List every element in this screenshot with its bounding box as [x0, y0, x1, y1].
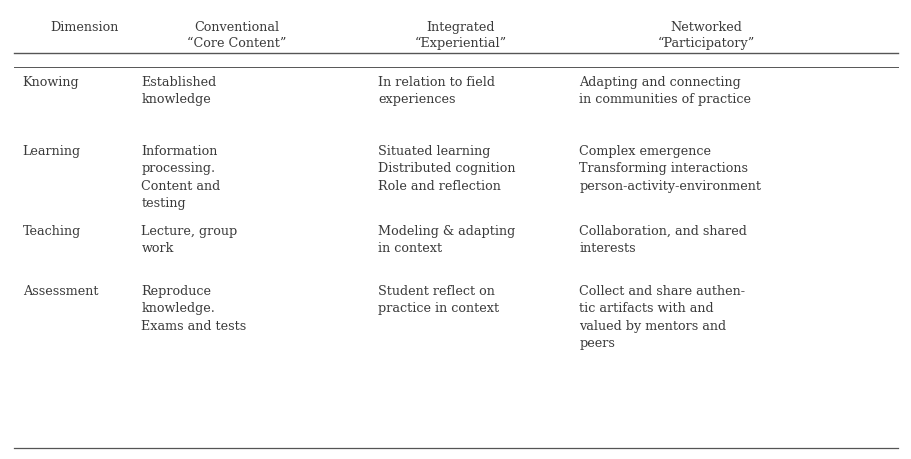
- Text: Networked
“Participatory”: Networked “Participatory”: [658, 21, 754, 50]
- Text: Teaching: Teaching: [23, 225, 81, 238]
- Text: Dimension: Dimension: [50, 21, 118, 34]
- Text: Situated learning
Distributed cognition
Role and reflection: Situated learning Distributed cognition …: [378, 145, 516, 193]
- Text: Established
knowledge: Established knowledge: [141, 76, 217, 106]
- Text: Reproduce
knowledge.
Exams and tests: Reproduce knowledge. Exams and tests: [141, 285, 246, 333]
- Text: Knowing: Knowing: [23, 76, 79, 89]
- Text: Conventional
“Core Content”: Conventional “Core Content”: [188, 21, 286, 50]
- Text: Adapting and connecting
in communities of practice: Adapting and connecting in communities o…: [578, 76, 751, 106]
- Text: Information
processing.
Content and
testing: Information processing. Content and test…: [141, 145, 220, 210]
- Text: Collect and share authen-
tic artifacts with and
valued by mentors and
peers: Collect and share authen- tic artifacts …: [578, 285, 744, 350]
- Text: Student reflect on
practice in context: Student reflect on practice in context: [378, 285, 499, 315]
- Text: Assessment: Assessment: [23, 285, 98, 297]
- Text: Lecture, group
work: Lecture, group work: [141, 225, 238, 255]
- Text: In relation to field
experiences: In relation to field experiences: [378, 76, 495, 106]
- Text: Complex emergence
Transforming interactions
person-activity-environment: Complex emergence Transforming interacti…: [578, 145, 761, 193]
- Text: Integrated
“Experiential”: Integrated “Experiential”: [414, 21, 507, 50]
- Text: Modeling & adapting
in context: Modeling & adapting in context: [378, 225, 515, 255]
- Text: Learning: Learning: [23, 145, 81, 157]
- Text: Collaboration, and shared
interests: Collaboration, and shared interests: [578, 225, 746, 255]
